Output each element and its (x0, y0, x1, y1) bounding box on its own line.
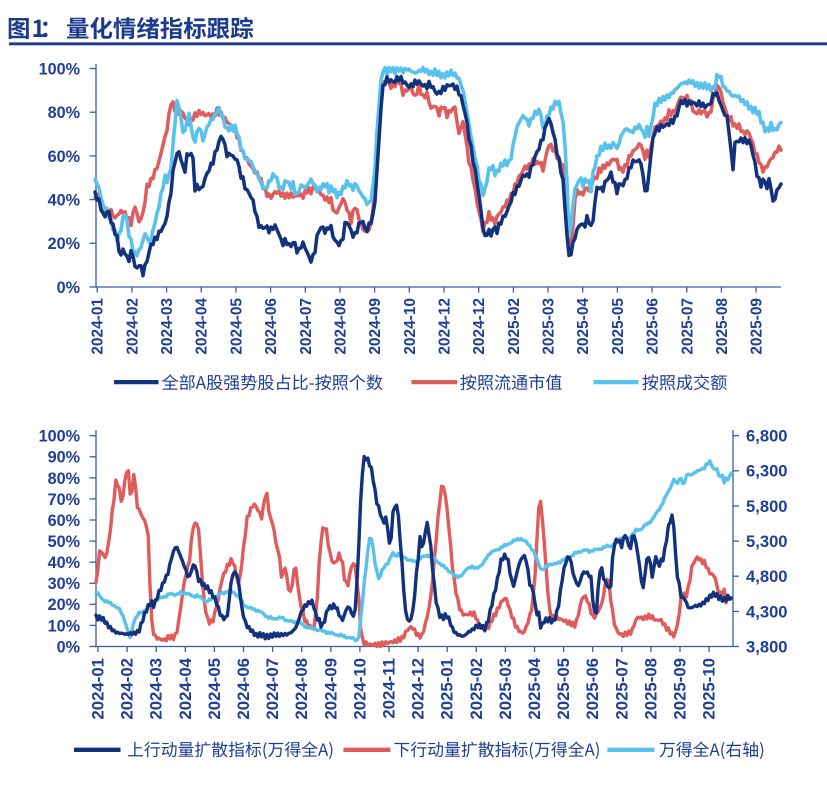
svg-text:2024-02: 2024-02 (124, 298, 141, 355)
svg-text:80%: 80% (48, 470, 80, 488)
svg-text:2024-08: 2024-08 (292, 658, 311, 720)
svg-text:0%: 0% (57, 638, 80, 656)
svg-text:2024-09: 2024-09 (367, 298, 384, 355)
svg-text:70%: 70% (48, 491, 80, 509)
svg-text:2025-09: 2025-09 (749, 298, 766, 355)
svg-text:40%: 40% (48, 192, 80, 210)
svg-text:20%: 20% (48, 596, 80, 614)
svg-text:2025-09: 2025-09 (671, 658, 690, 720)
svg-text:2025-08: 2025-08 (714, 298, 731, 355)
svg-text:2025-07: 2025-07 (679, 298, 696, 355)
svg-text:2024-05: 2024-05 (205, 658, 224, 720)
svg-text:5,300: 5,300 (746, 532, 788, 551)
svg-text:3,800: 3,800 (746, 637, 788, 656)
svg-text:2024-07: 2024-07 (298, 298, 315, 355)
svg-text:2024-09: 2024-09 (321, 658, 340, 720)
svg-text:2024-10: 2024-10 (402, 298, 419, 355)
svg-text:60%: 60% (48, 148, 80, 166)
svg-text:2024-05: 2024-05 (228, 298, 245, 355)
svg-text:80%: 80% (48, 104, 80, 122)
svg-text:2025-06: 2025-06 (583, 658, 602, 720)
svg-text:2025-07: 2025-07 (612, 658, 631, 720)
svg-text:2025-06: 2025-06 (645, 298, 662, 355)
svg-text:2025-04: 2025-04 (575, 298, 592, 355)
svg-text:100%: 100% (39, 60, 80, 78)
svg-text:30%: 30% (48, 575, 80, 593)
svg-text:2024-08: 2024-08 (333, 298, 350, 355)
svg-text:2024-01: 2024-01 (89, 658, 108, 720)
svg-text:100%: 100% (39, 428, 80, 446)
svg-text:2024-04: 2024-04 (194, 298, 211, 355)
svg-text:2024-03: 2024-03 (159, 298, 176, 355)
svg-text:2025-10: 2025-10 (700, 658, 719, 720)
svg-text:20%: 20% (48, 235, 80, 253)
svg-text:2024-03: 2024-03 (147, 658, 166, 720)
svg-text:2025-01: 2025-01 (438, 658, 457, 720)
svg-text:2024-07: 2024-07 (263, 658, 282, 720)
svg-text:4,800: 4,800 (746, 567, 788, 586)
svg-text:2024-02: 2024-02 (118, 658, 137, 720)
svg-text:2024-11: 2024-11 (380, 658, 399, 719)
svg-text:6,300: 6,300 (746, 462, 788, 481)
svg-text:10%: 10% (48, 617, 80, 635)
svg-text:2025-05: 2025-05 (610, 298, 627, 355)
svg-text:2024-12: 2024-12 (409, 658, 428, 720)
svg-text:60%: 60% (48, 512, 80, 530)
svg-text:40%: 40% (48, 554, 80, 572)
svg-text:0%: 0% (57, 279, 80, 297)
svg-text:2024-06: 2024-06 (234, 658, 253, 720)
svg-text:2025-02: 2025-02 (467, 658, 486, 720)
svg-text:2024-12: 2024-12 (437, 298, 454, 355)
svg-text:2025-02: 2025-02 (506, 298, 523, 355)
svg-text:2025-08: 2025-08 (641, 658, 660, 720)
svg-text:2025-03: 2025-03 (496, 658, 515, 720)
svg-text:90%: 90% (48, 449, 80, 467)
svg-text:50%: 50% (48, 533, 80, 551)
svg-text:5,800: 5,800 (746, 497, 788, 516)
svg-text:2024-10: 2024-10 (350, 658, 369, 720)
svg-text:2024-12: 2024-12 (471, 298, 488, 355)
svg-text:2025-04: 2025-04 (525, 657, 544, 719)
svg-text:6,800: 6,800 (746, 427, 788, 446)
svg-text:4,300: 4,300 (746, 602, 788, 621)
svg-text:2024-01: 2024-01 (90, 298, 107, 355)
svg-text:2024-06: 2024-06 (263, 298, 280, 355)
svg-text:2025-05: 2025-05 (554, 658, 573, 720)
svg-text:2024-04: 2024-04 (176, 657, 195, 719)
svg-text:2025-03: 2025-03 (541, 298, 558, 355)
